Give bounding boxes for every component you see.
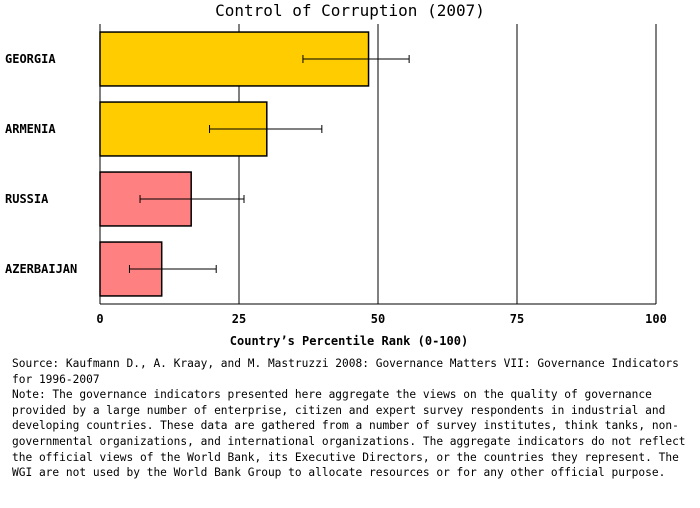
x-axis-label: Country’s Percentile Rank (0-100) bbox=[230, 334, 468, 348]
x-tick-labels: 0 25 50 75 100 bbox=[96, 312, 666, 326]
x-tick-label: 75 bbox=[510, 312, 524, 326]
chart-title: Control of Corruption (2007) bbox=[215, 1, 485, 20]
category-labels: GEORGIA ARMENIA RUSSIA AZERBAIJAN bbox=[5, 52, 77, 276]
x-tick-label: 100 bbox=[645, 312, 667, 326]
note-text: Note: The governance indicators presente… bbox=[12, 388, 686, 480]
category-label: GEORGIA bbox=[5, 52, 56, 66]
x-tick-label: 25 bbox=[232, 312, 246, 326]
notes-block: Source: Kaufmann D., A. Kraay, and M. Ma… bbox=[12, 356, 698, 481]
bars bbox=[99, 31, 370, 297]
x-tick-label: 0 bbox=[96, 312, 103, 326]
x-tick-label: 50 bbox=[371, 312, 385, 326]
category-label: ARMENIA bbox=[5, 122, 56, 136]
category-label: RUSSIA bbox=[5, 192, 49, 206]
error-bars bbox=[128, 55, 410, 273]
chart: Control of Corruption (2007) GEORGIA ARME… bbox=[5, 1, 667, 348]
category-label: AZERBAIJAN bbox=[5, 262, 77, 276]
source-text: Source: Kaufmann D., A. Kraay, and M. Ma… bbox=[12, 357, 679, 386]
